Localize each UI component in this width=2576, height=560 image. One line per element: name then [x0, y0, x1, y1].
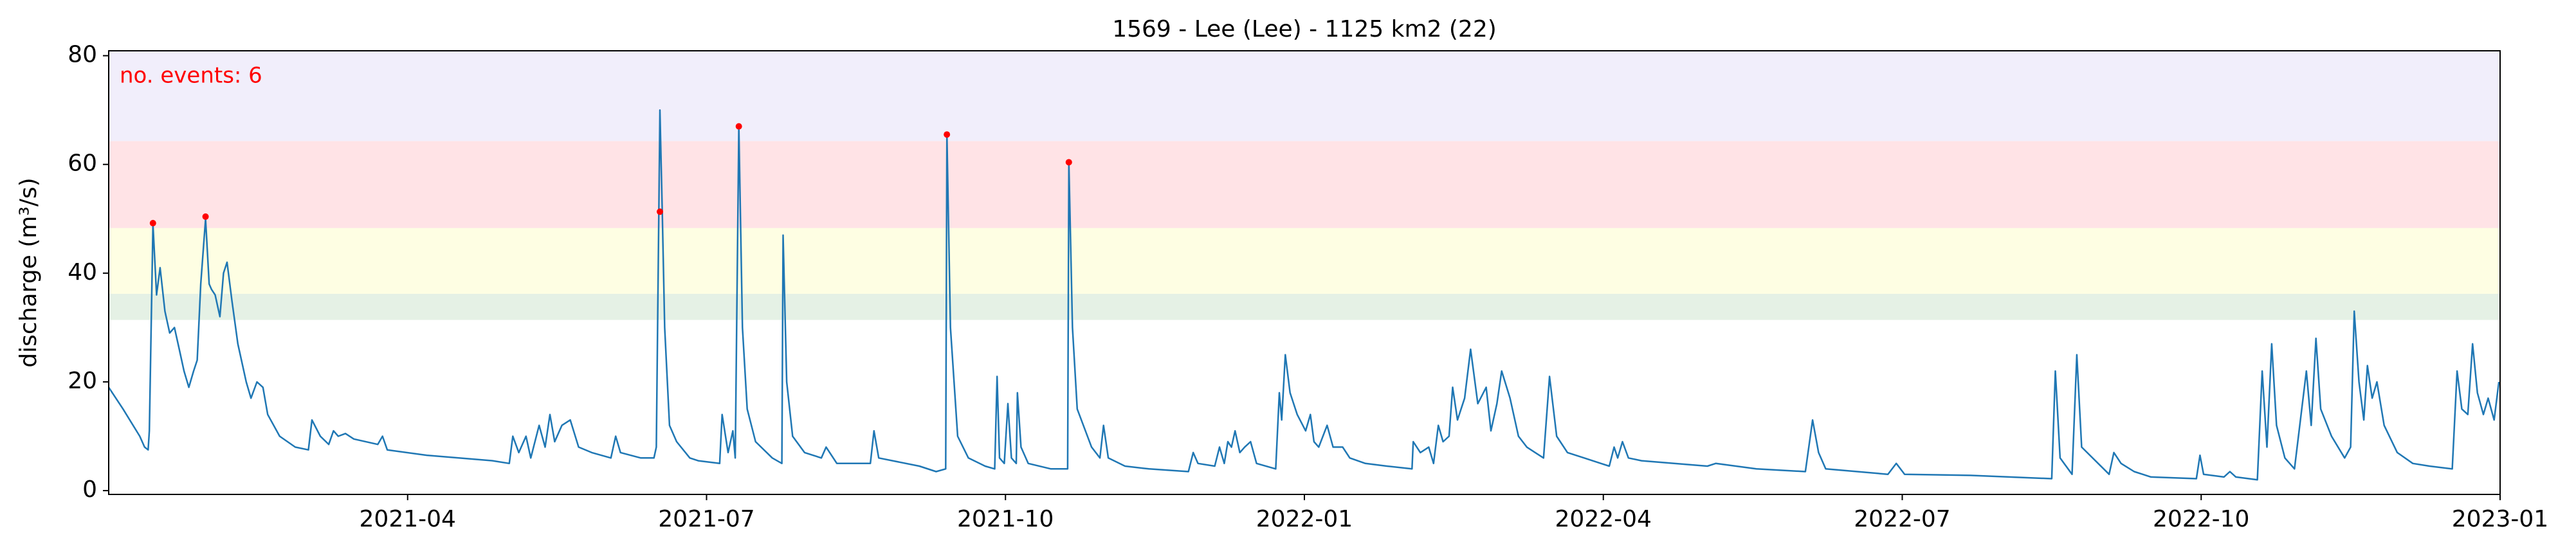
- plot-frame: [108, 50, 2501, 495]
- event-marker: [735, 123, 742, 130]
- y-axis-label: discharge (m³/s): [15, 177, 42, 367]
- event-marker: [202, 213, 209, 220]
- x-tick-label: 2022-04: [1555, 506, 1652, 532]
- y-tick-label: 20: [68, 368, 97, 394]
- x-tick-label: 2022-07: [1854, 506, 1950, 532]
- annotation: no. events: 6: [120, 63, 262, 89]
- event-marker: [656, 208, 663, 215]
- discharge-line: [107, 109, 2500, 481]
- event-marker: [1065, 159, 1072, 166]
- threshold-band: [109, 228, 2500, 294]
- threshold-band: [109, 141, 2500, 228]
- y-tick-label: 80: [68, 42, 97, 68]
- y-tick-label: 40: [68, 259, 97, 285]
- chart-title: 1569 - Lee (Lee) - 1125 km2 (22): [1112, 16, 1497, 42]
- x-tick-label: 2021-10: [957, 506, 1054, 532]
- x-tick-label: 2021-07: [658, 506, 754, 532]
- x-tick-label: 2023-01: [2452, 506, 2548, 532]
- threshold-band: [109, 51, 2500, 141]
- x-tick-label: 2022-10: [2153, 506, 2249, 532]
- y-tick-label: 60: [68, 150, 97, 177]
- y-tick-label: 0: [82, 476, 97, 503]
- x-tick-label: 2022-01: [1256, 506, 1353, 532]
- event-marker: [944, 131, 951, 138]
- x-tick-label: 2021-04: [360, 506, 456, 532]
- event-marker: [149, 220, 156, 227]
- threshold-band: [109, 293, 2500, 320]
